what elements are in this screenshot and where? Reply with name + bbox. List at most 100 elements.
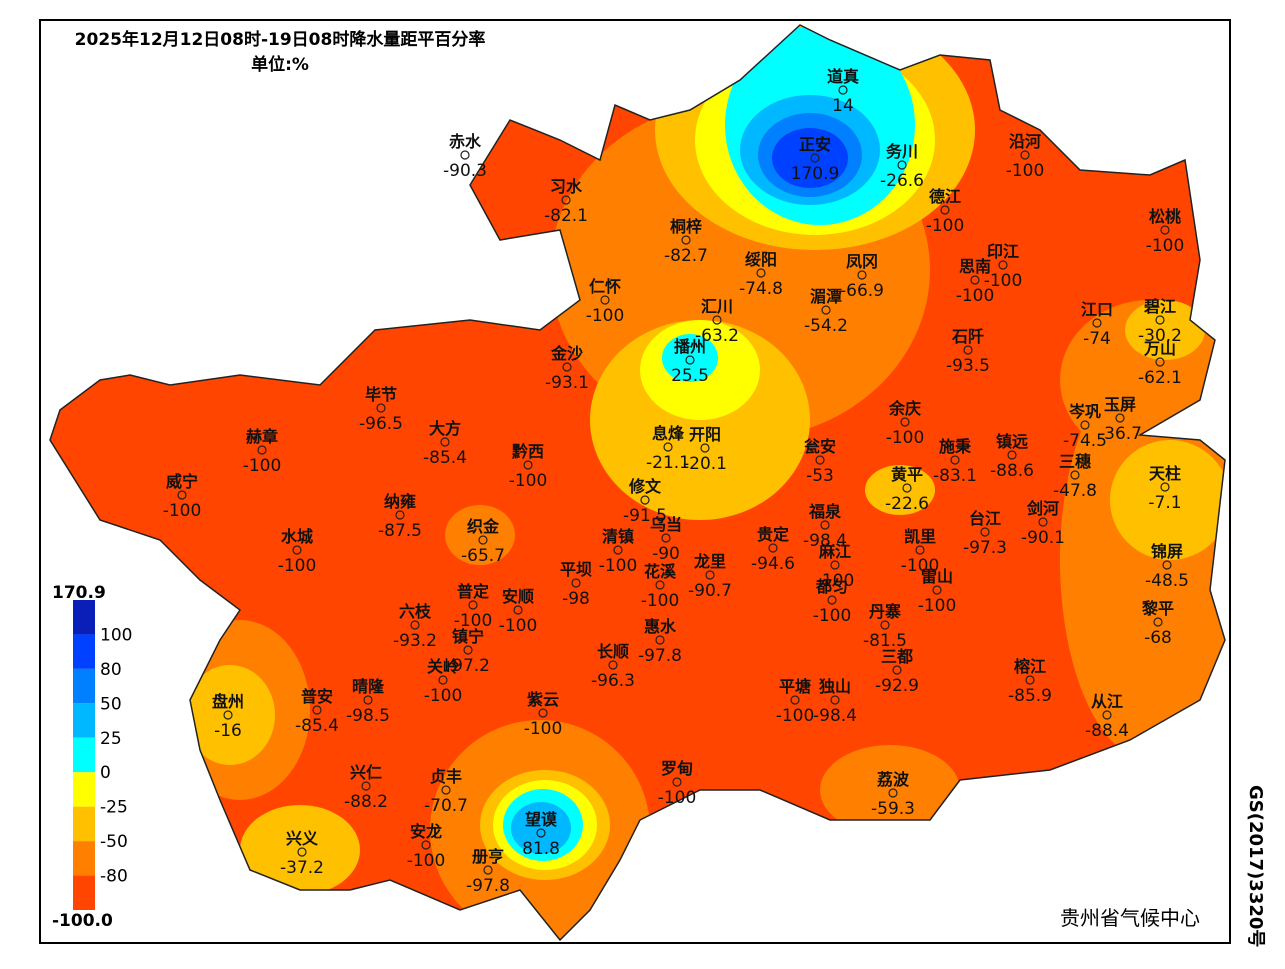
station-dot (1155, 315, 1165, 325)
station-dot (970, 275, 980, 285)
station-dot (768, 543, 778, 553)
station-value: -74.5 (1063, 431, 1107, 451)
station-dot (830, 695, 840, 705)
station-dot (756, 268, 766, 278)
station-name: 德江 (929, 187, 961, 206)
station-dot (395, 510, 405, 520)
station-dot (998, 260, 1008, 270)
station-dot (613, 545, 623, 555)
station-value: 170.9 (791, 164, 840, 184)
station-dot (685, 355, 695, 365)
station-name: 册亨 (472, 847, 504, 866)
legend-label: -25 (100, 798, 128, 818)
station-name: 息烽 (652, 424, 685, 443)
station-name: 江口 (1081, 300, 1113, 319)
station-value: -21.1 (646, 453, 690, 473)
station-dot (810, 153, 820, 163)
station-dot (1115, 413, 1125, 423)
station-dot (460, 150, 470, 160)
station-dot (536, 828, 546, 838)
station-dot (902, 483, 912, 493)
station-value: -85.4 (295, 716, 339, 736)
station-dot (608, 660, 618, 670)
legend-swatch (73, 875, 95, 910)
station-name: 瓮安 (804, 437, 836, 456)
station-name: 天柱 (1149, 464, 1181, 483)
station-dot (478, 535, 488, 545)
station-value: -48.5 (1145, 571, 1189, 591)
station-dot (513, 605, 523, 615)
station-name: 台江 (969, 509, 1001, 528)
station-dot (571, 578, 581, 588)
legend-label: 0 (100, 763, 111, 783)
station-dot (821, 305, 831, 315)
station-name: 三都 (881, 647, 913, 666)
station-dot (297, 847, 307, 857)
station-name: 雷山 (921, 567, 953, 586)
station-name: 纳雍 (384, 492, 416, 511)
station-dot (820, 520, 830, 530)
station-name: 赫章 (246, 427, 278, 446)
legend-swatch (73, 634, 95, 669)
station-value: -30.2 (1138, 326, 1182, 346)
station-name: 黎平 (1142, 599, 1174, 618)
station-dot (440, 437, 450, 447)
gs-code: GS(2017)3320号 (1245, 785, 1266, 947)
station-name: 罗甸 (661, 759, 693, 778)
credit: 贵州省气候中心 (1060, 906, 1200, 930)
station-name: 播州 (674, 337, 706, 356)
station-dot (1160, 482, 1170, 492)
legend: 170.9 100 80 50 25 0 -25 -50 -80 -100.0 (52, 583, 132, 931)
station-dot (980, 527, 990, 537)
station-dot (1160, 225, 1170, 235)
station-name: 习水 (550, 177, 583, 196)
station-name: 盘州 (212, 692, 244, 711)
station-value: -90 (652, 544, 680, 564)
legend-label: 25 (100, 729, 122, 749)
station-value: -87.5 (378, 521, 422, 541)
station-name: 剑河 (1026, 499, 1059, 518)
station-dot (1080, 420, 1090, 430)
station-dot (538, 708, 548, 718)
station-value: -90.3 (443, 161, 487, 181)
station-value: -74.8 (739, 279, 783, 299)
station-value: -83.1 (933, 466, 977, 486)
station-value: -100 (1006, 161, 1045, 181)
station-value: -100 (984, 271, 1023, 291)
station-dot (1092, 318, 1102, 328)
station-name: 碧江 (1143, 297, 1176, 316)
station-dot (438, 675, 448, 685)
legend-swatch (73, 841, 95, 876)
station-name: 花溪 (644, 562, 677, 581)
station-name: 六枝 (399, 602, 432, 621)
station-dot (915, 545, 925, 555)
title: 2025年12月12日08时-19日08时降水量距平百分率 (75, 29, 486, 50)
station-value: -16 (214, 721, 242, 741)
station-value: -20.1 (683, 454, 727, 474)
station-value: -93.5 (946, 356, 990, 376)
station-value: -100 (816, 571, 855, 591)
station-value: -93.1 (545, 373, 589, 393)
station-value: -100 (499, 616, 538, 636)
station-value: -98.5 (346, 706, 390, 726)
station-name: 兴义 (286, 829, 318, 848)
station-name: 从江 (1091, 692, 1123, 711)
legend-swatch (73, 703, 95, 738)
station-value: -100 (1146, 236, 1185, 256)
station-name: 贞丰 (430, 767, 462, 786)
station-dot (1038, 517, 1048, 527)
station-name: 普定 (457, 582, 489, 601)
legend-swatch (73, 772, 95, 807)
legend-swatch (73, 600, 95, 635)
station-value: -85.4 (423, 448, 467, 468)
station-dot (963, 345, 973, 355)
station-value: -68 (1144, 628, 1172, 648)
station-name: 务川 (886, 142, 918, 161)
station-dot (1153, 617, 1163, 627)
station-value: -92.9 (875, 676, 919, 696)
station-name: 麻江 (818, 542, 851, 561)
station-value: -59.3 (871, 799, 915, 819)
legend-swatch (73, 806, 95, 842)
unit: 单位:% (251, 54, 309, 75)
station-name: 丹寨 (869, 602, 901, 621)
